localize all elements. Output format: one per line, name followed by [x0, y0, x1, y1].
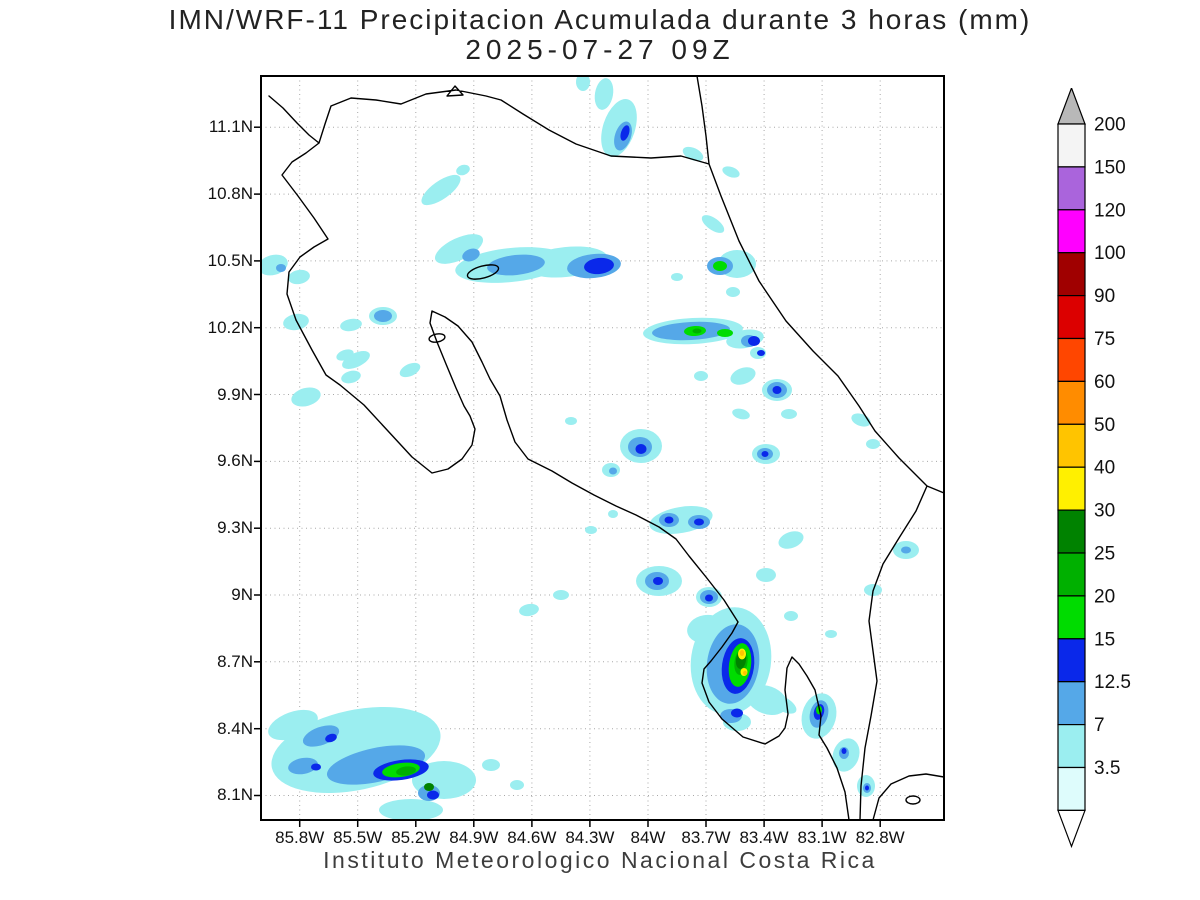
colorbar-segment — [1057, 209, 1086, 254]
colorbar-segment — [1057, 638, 1086, 683]
chira-island-outline — [428, 333, 446, 343]
x-tick-label: 85.5W — [333, 828, 383, 847]
colorbar-segment — [1057, 423, 1086, 468]
y-tick-label: 8.7N — [217, 651, 253, 671]
y-tick-label: 9N — [231, 585, 253, 605]
colorbar-label: 200 — [1094, 115, 1126, 136]
colorbar-label: 3.5 — [1094, 758, 1120, 779]
y-tick-label: 10.2N — [207, 317, 253, 337]
colorbar-segment — [1057, 166, 1086, 211]
precip-level-3p5-7 — [261, 76, 919, 820]
colorbar-label: 20 — [1094, 586, 1115, 607]
y-tick-label: 10.8N — [207, 184, 253, 204]
colorbar-segment — [1057, 766, 1086, 812]
colorbar-label: 12.5 — [1094, 672, 1131, 693]
colorbar-under-arrow — [1057, 809, 1086, 849]
colorbar-label: 7 — [1094, 715, 1105, 736]
colorbar-label: 25 — [1094, 544, 1115, 565]
x-tick-label: 84.9W — [449, 828, 499, 847]
x-tick-label: 85.8W — [275, 828, 325, 847]
chart-subtitle: 2025-07-27 09Z — [465, 34, 735, 65]
x-tick-label: 84W — [630, 828, 666, 847]
colorbar-segment — [1057, 466, 1086, 511]
colorbar-label: 15 — [1094, 629, 1115, 650]
colorbar-segment — [1057, 723, 1086, 769]
y-tick-label: 8.4N — [217, 718, 253, 738]
lake-arenal-outline — [466, 264, 500, 280]
chart-title: IMN/WRF-11 Precipitacion Acumulada duran… — [168, 4, 1032, 35]
precipitation-shading — [261, 76, 919, 820]
colorbar-segment — [1057, 252, 1086, 297]
colorbar-label: 90 — [1094, 286, 1115, 307]
colorbar-segment — [1057, 337, 1086, 383]
colorbar-label: 60 — [1094, 372, 1115, 393]
footer-caption: Instituto Meteorologico Nacional Costa R… — [323, 847, 877, 873]
y-tick-label: 11.1N — [208, 117, 253, 137]
y-tick-label: 10.5N — [207, 250, 253, 270]
colorbar-label: 50 — [1094, 415, 1115, 436]
colorbar: 200 150 120 100 90 75 60 50 40 30 25 20 15 12.5 7 3.5 — [1057, 88, 1131, 849]
y-tick-label: 9.6N — [217, 451, 253, 471]
x-tick-label: 83.4W — [739, 828, 789, 847]
colorbar-segment — [1057, 552, 1086, 597]
panama-island-outline — [905, 795, 921, 805]
x-tick-label: 83.7W — [681, 828, 731, 847]
colorbar-segment — [1057, 681, 1086, 726]
colorbar-segment — [1057, 595, 1086, 640]
colorbar-label: 150 — [1094, 157, 1126, 178]
colorbar-over-arrow — [1057, 88, 1086, 125]
colorbar-segment — [1057, 295, 1086, 340]
y-tick-label: 8.1N — [217, 785, 253, 805]
x-tick-label: 83.1W — [797, 828, 847, 847]
colorbar-label: 40 — [1094, 458, 1115, 479]
colorbar-label: 100 — [1094, 243, 1126, 264]
y-tick-label: 9.9N — [217, 384, 253, 404]
precip-level-40-50 — [739, 650, 747, 676]
precip-level-15-20 — [382, 261, 822, 778]
coastline — [268, 76, 944, 820]
colorbar-label: 30 — [1094, 501, 1115, 522]
x-tick-label: 85.2W — [391, 828, 441, 847]
colorbar-label: 75 — [1094, 329, 1115, 350]
x-tick-label: 84.3W — [565, 828, 615, 847]
y-tick-label: 9.3N — [217, 518, 253, 538]
colorbar-segment — [1057, 509, 1086, 554]
colorbar-segment — [1057, 123, 1086, 168]
axis-ticks — [254, 126, 881, 827]
precip-level-20-25 — [396, 328, 748, 776]
map-svg — [254, 75, 945, 827]
colorbar-label: 120 — [1094, 200, 1126, 221]
plot-border — [260, 75, 945, 821]
colorbar-segment — [1057, 380, 1086, 425]
x-tick-label: 84.6W — [507, 828, 557, 847]
x-tick-label: 82.8W — [855, 828, 905, 847]
